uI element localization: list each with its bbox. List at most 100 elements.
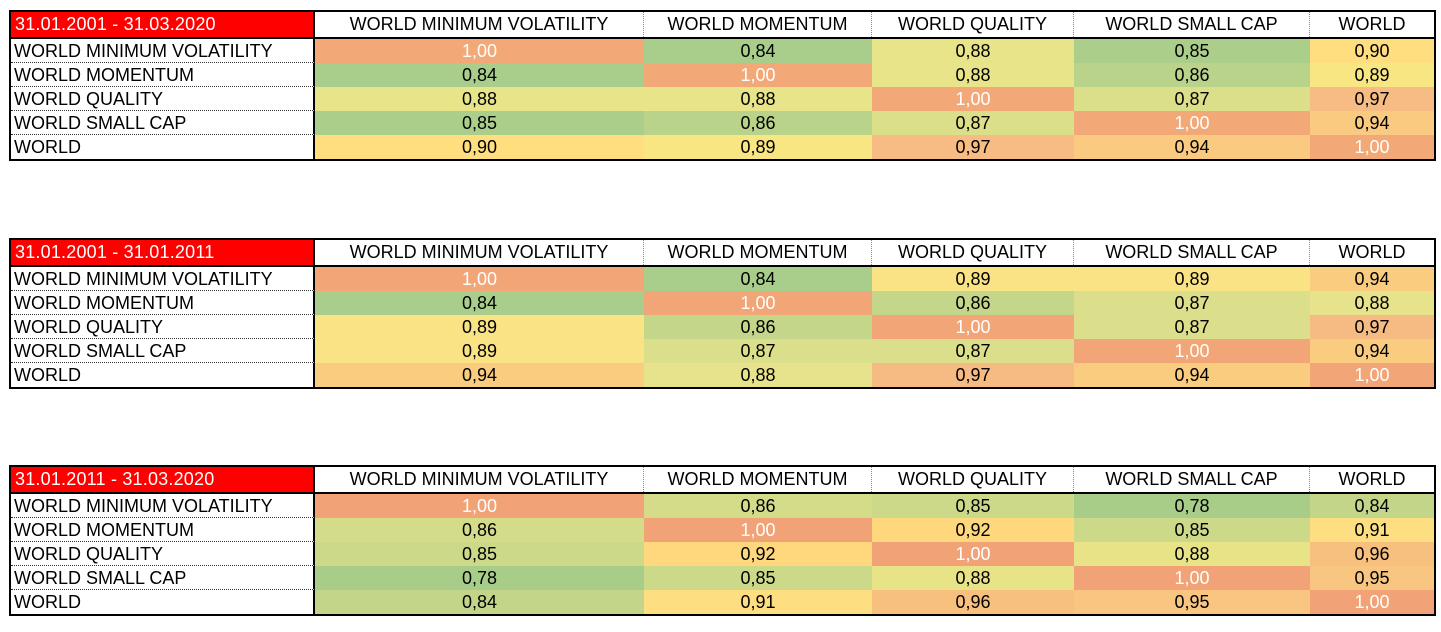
matrix-cell: 0,88 bbox=[644, 87, 872, 111]
matrix-cell: 0,96 bbox=[1310, 542, 1434, 566]
row-label: WORLD bbox=[11, 135, 315, 159]
matrix-cell: 0,91 bbox=[1310, 518, 1434, 542]
matrix-header-row: 31.01.2011 - 31.03.2020 WORLD MINIMUM VOL… bbox=[11, 467, 1434, 494]
matrix-cell: 0,84 bbox=[644, 267, 872, 291]
row-label: WORLD QUALITY bbox=[11, 315, 315, 339]
matrix-cell: 0,84 bbox=[644, 39, 872, 63]
matrix-cell: 0,87 bbox=[644, 339, 872, 363]
matrix-cell: 0,97 bbox=[1310, 315, 1434, 339]
matrix-cell: 0,86 bbox=[315, 518, 644, 542]
matrix-cell: 0,94 bbox=[1310, 267, 1434, 291]
correlation-table: 31.01.2011 - 31.03.2020 WORLD MINIMUM VOL… bbox=[9, 465, 1436, 616]
column-header: WORLD SMALL CAP bbox=[1074, 12, 1310, 37]
matrix-cell: 0,97 bbox=[1310, 87, 1434, 111]
matrix-cell: 0,94 bbox=[1310, 111, 1434, 135]
row-label: WORLD SMALL CAP bbox=[11, 566, 315, 590]
matrix-cell: 1,00 bbox=[644, 291, 872, 315]
table-row: WORLD MINIMUM VOLATILITY 1,00 0,84 0,88 0,85… bbox=[11, 39, 1434, 63]
matrix-cell: 1,00 bbox=[1074, 339, 1310, 363]
correlation-table: 31.01.2001 - 31.01.2011 WORLD MINIMUM VOL… bbox=[9, 238, 1436, 389]
matrix-cell: 0,87 bbox=[872, 339, 1074, 363]
table-row: WORLD MINIMUM VOLATILITY 1,00 0,86 0,85 0,78… bbox=[11, 494, 1434, 518]
table-row: WORLD QUALITY 0,85 0,92 1,00 0,88 0,96 bbox=[11, 542, 1434, 566]
matrix-cell: 0,88 bbox=[872, 566, 1074, 590]
row-label: WORLD MOMENTUM bbox=[11, 291, 315, 315]
column-header: WORLD MINIMUM VOLATILITY bbox=[315, 12, 644, 37]
matrix-cell: 0,84 bbox=[315, 63, 644, 87]
matrix-header-row: 31.01.2001 - 31.01.2011 WORLD MINIMUM VOL… bbox=[11, 240, 1434, 267]
column-header: WORLD bbox=[1310, 12, 1434, 37]
matrix-cell: 0,86 bbox=[644, 111, 872, 135]
matrix-cell: 0,87 bbox=[1074, 291, 1310, 315]
matrix-cell: 0,94 bbox=[1074, 363, 1310, 387]
matrix-cell: 0,85 bbox=[644, 566, 872, 590]
matrix-cell: 0,88 bbox=[1074, 542, 1310, 566]
matrix-cell: 0,89 bbox=[1074, 267, 1310, 291]
row-label: WORLD MOMENTUM bbox=[11, 63, 315, 87]
row-label: WORLD SMALL CAP bbox=[11, 339, 315, 363]
matrix-cell: 1,00 bbox=[1074, 111, 1310, 135]
matrix-cell: 1,00 bbox=[872, 542, 1074, 566]
matrix-cell: 0,87 bbox=[1074, 315, 1310, 339]
row-label: WORLD MOMENTUM bbox=[11, 518, 315, 542]
row-label: WORLD bbox=[11, 363, 315, 387]
row-label: WORLD QUALITY bbox=[11, 542, 315, 566]
matrix-cell: 0,90 bbox=[1310, 39, 1434, 63]
matrix-cell: 0,86 bbox=[644, 315, 872, 339]
table-row: WORLD SMALL CAP 0,89 0,87 0,87 1,00 0,94 bbox=[11, 339, 1434, 363]
matrix-cell: 0,89 bbox=[315, 315, 644, 339]
matrix-cell: 0,89 bbox=[315, 339, 644, 363]
matrix-cell: 0,97 bbox=[872, 135, 1074, 159]
table-row: WORLD MOMENTUM 0,84 1,00 0,88 0,86 0,89 bbox=[11, 63, 1434, 87]
matrix-cell: 1,00 bbox=[1310, 363, 1434, 387]
matrix-cell: 0,89 bbox=[1310, 63, 1434, 87]
period-label: 31.01.2011 - 31.03.2020 bbox=[11, 467, 315, 492]
matrix-cell: 1,00 bbox=[872, 87, 1074, 111]
table-row: WORLD 0,90 0,89 0,97 0,94 1,00 bbox=[11, 135, 1434, 159]
matrix-cell: 0,86 bbox=[1074, 63, 1310, 87]
matrix-cell: 0,92 bbox=[872, 518, 1074, 542]
table-row: WORLD SMALL CAP 0,78 0,85 0,88 1,00 0,95 bbox=[11, 566, 1434, 590]
matrix-cell: 0,78 bbox=[315, 566, 644, 590]
matrix-cell: 1,00 bbox=[315, 267, 644, 291]
matrix-cell: 1,00 bbox=[1310, 135, 1434, 159]
row-label: WORLD QUALITY bbox=[11, 87, 315, 111]
matrix-cell: 0,88 bbox=[872, 39, 1074, 63]
matrix-cell: 0,92 bbox=[644, 542, 872, 566]
matrix-cell: 1,00 bbox=[1074, 566, 1310, 590]
row-label: WORLD MINIMUM VOLATILITY bbox=[11, 39, 315, 63]
matrix-cell: 0,91 bbox=[644, 590, 872, 614]
matrix-cell: 0,85 bbox=[315, 542, 644, 566]
column-header: WORLD SMALL CAP bbox=[1074, 467, 1310, 492]
matrix-cell: 0,96 bbox=[872, 590, 1074, 614]
table-row: WORLD 0,84 0,91 0,96 0,95 1,00 bbox=[11, 590, 1434, 614]
matrix-cell: 0,84 bbox=[1310, 494, 1434, 518]
row-label: WORLD MINIMUM VOLATILITY bbox=[11, 267, 315, 291]
column-header: WORLD bbox=[1310, 240, 1434, 265]
period-label: 31.01.2001 - 31.01.2011 bbox=[11, 240, 315, 265]
matrix-cell: 0,84 bbox=[315, 590, 644, 614]
row-label: WORLD bbox=[11, 590, 315, 614]
column-header: WORLD MOMENTUM bbox=[644, 467, 872, 492]
column-header: WORLD MINIMUM VOLATILITY bbox=[315, 240, 644, 265]
matrix-cell: 0,89 bbox=[872, 267, 1074, 291]
correlation-table: 31.01.2001 - 31.03.2020 WORLD MINIMUM VOL… bbox=[9, 10, 1436, 161]
table-row: WORLD QUALITY 0,89 0,86 1,00 0,87 0,97 bbox=[11, 315, 1434, 339]
column-header: WORLD MOMENTUM bbox=[644, 12, 872, 37]
table-row: WORLD QUALITY 0,88 0,88 1,00 0,87 0,97 bbox=[11, 87, 1434, 111]
column-header: WORLD QUALITY bbox=[872, 12, 1074, 37]
matrix-cell: 0,95 bbox=[1310, 566, 1434, 590]
table-row: WORLD MINIMUM VOLATILITY 1,00 0,84 0,89 0,89… bbox=[11, 267, 1434, 291]
column-header: WORLD MOMENTUM bbox=[644, 240, 872, 265]
matrix-cell: 0,88 bbox=[1310, 291, 1434, 315]
table-row: WORLD SMALL CAP 0,85 0,86 0,87 1,00 0,94 bbox=[11, 111, 1434, 135]
matrix-cell: 1,00 bbox=[872, 315, 1074, 339]
matrix-cell: 0,85 bbox=[1074, 39, 1310, 63]
matrix-cell: 1,00 bbox=[1310, 590, 1434, 614]
matrix-cell: 0,88 bbox=[872, 63, 1074, 87]
table-row: WORLD 0,94 0,88 0,97 0,94 1,00 bbox=[11, 363, 1434, 387]
matrix-header-row: 31.01.2001 - 31.03.2020 WORLD MINIMUM VOL… bbox=[11, 12, 1434, 39]
table-row: WORLD MOMENTUM 0,84 1,00 0,86 0,87 0,88 bbox=[11, 291, 1434, 315]
matrix-cell: 0,90 bbox=[315, 135, 644, 159]
matrix-cell: 0,86 bbox=[644, 494, 872, 518]
